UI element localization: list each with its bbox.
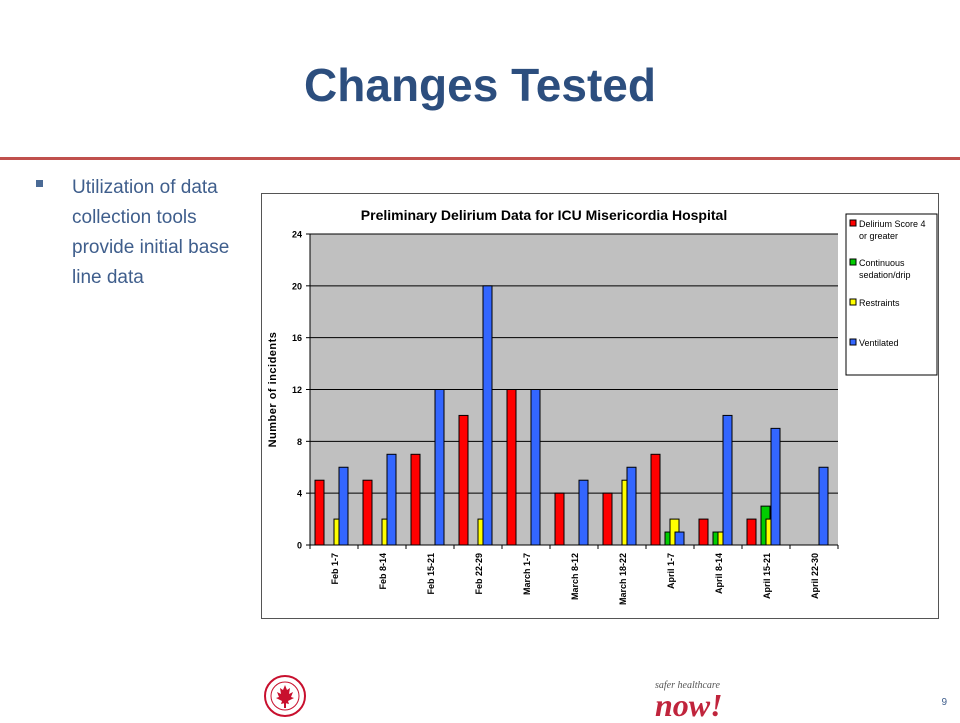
x-tick-label: April 8-14: [714, 553, 724, 594]
y-tick-label: 24: [292, 230, 302, 240]
legend-box: [845, 213, 938, 376]
logo-tagline: safer healthcare: [655, 680, 720, 691]
bar-ventilated: [482, 285, 493, 546]
bullet-square-icon: [36, 180, 43, 187]
y-tick-label: 0: [297, 541, 302, 551]
chart-title: Preliminary Delirium Data for ICU Miseri…: [361, 207, 727, 223]
chart-frame: Preliminary Delirium Data for ICU Miseri…: [261, 193, 939, 619]
y-tick-label: 12: [292, 385, 302, 395]
y-tick-label: 16: [292, 333, 302, 343]
x-tick-label: April 15-21: [762, 553, 772, 599]
legend-swatch: [849, 298, 857, 306]
x-tick-label: March 8-12: [570, 553, 580, 600]
bar-delirium-score-4-or-greater: [506, 389, 517, 546]
bar-delirium-score-4-or-greater: [362, 479, 373, 546]
bar-delirium-score-4-or-greater: [650, 453, 661, 546]
legend-swatch: [849, 338, 857, 346]
delirium-chart: Preliminary Delirium Data for ICU Miseri…: [267, 207, 938, 605]
bar-ventilated: [770, 427, 781, 546]
bar-ventilated: [626, 466, 637, 546]
bar-delirium-score-4-or-greater: [314, 479, 325, 546]
x-tick-label: March 1-7: [522, 553, 532, 595]
bar-delirium-score-4-or-greater: [698, 518, 709, 546]
canadian-icu-collaborative-logo: [263, 674, 307, 723]
title-divider: [0, 157, 960, 160]
legend-label: Delirium Score 4 or greater: [859, 219, 926, 241]
legend-swatch: [849, 258, 857, 266]
legend-label: Ventilated: [859, 338, 899, 348]
x-tick-label: Feb 22-29: [474, 553, 484, 595]
slide-title: Changes Tested: [304, 59, 656, 111]
bar-ventilated: [722, 414, 733, 546]
x-tick-label: Feb 15-21: [426, 553, 436, 595]
bar-ventilated: [674, 531, 685, 546]
bar-delirium-score-4-or-greater: [746, 518, 757, 546]
x-tick-label: March 18-22: [618, 553, 628, 605]
x-tick-label: April 1-7: [666, 553, 676, 589]
x-tick-label: Feb 8-14: [378, 553, 388, 590]
y-tick-label: 20: [292, 281, 302, 291]
bar-ventilated: [434, 389, 445, 546]
y-axis-label: Number of incidents: [267, 332, 279, 448]
bar-delirium-score-4-or-greater: [458, 414, 469, 546]
bar-ventilated: [530, 389, 541, 546]
safer-healthcare-now-logo: safer healthcare now!: [655, 680, 723, 723]
y-tick-label: 8: [297, 437, 302, 447]
x-tick-label: April 22-30: [810, 553, 820, 599]
bar-delirium-score-4-or-greater: [410, 453, 421, 546]
logo-wordmark: now!: [655, 687, 723, 723]
legend-label: Continuous sedation/drip: [859, 258, 911, 280]
legend-swatch: [849, 219, 857, 227]
y-tick-label: 4: [297, 489, 302, 499]
bar-delirium-score-4-or-greater: [554, 492, 565, 546]
legend-label: Restraints: [859, 298, 900, 308]
bar-ventilated: [818, 466, 829, 546]
bar-ventilated: [338, 466, 349, 546]
bar-ventilated: [386, 453, 397, 546]
bar-ventilated: [578, 479, 589, 546]
bullet-text: Utilization of data collection tools pro…: [72, 177, 230, 288]
bar-delirium-score-4-or-greater: [602, 492, 613, 546]
x-tick-label: Feb 1-7: [330, 553, 340, 585]
page-number: 9: [941, 697, 947, 708]
